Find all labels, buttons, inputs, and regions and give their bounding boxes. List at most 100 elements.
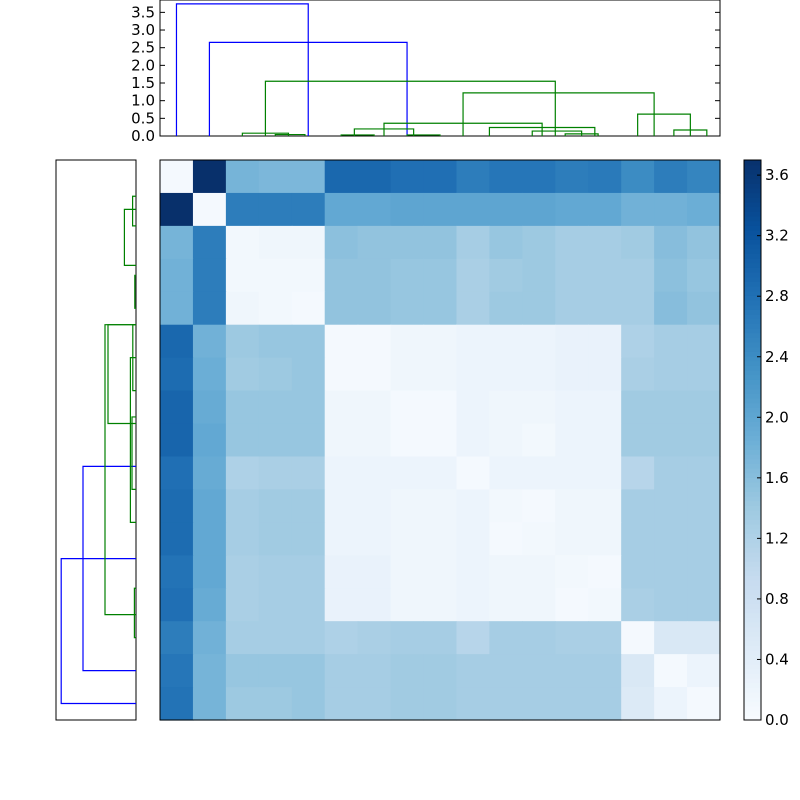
heatmap-cell-8-15 [654, 423, 688, 458]
heatmap-cell-5-1 [192, 324, 227, 359]
colorbar-step [744, 659, 761, 665]
heatmap-cell-16-13 [588, 687, 622, 721]
colorbar-step [744, 468, 761, 474]
colorbar-step [744, 500, 761, 506]
heatmap-cell-1-10 [489, 192, 523, 227]
heatmap-cell-15-4 [291, 654, 326, 688]
heatmap-cell-9-14 [621, 456, 655, 491]
heatmap-cell-3-0 [160, 258, 194, 293]
heatmap-cell-3-3 [258, 258, 293, 293]
heatmap-cell-14-6 [357, 621, 392, 655]
heatmap-cell-11-13 [588, 522, 622, 556]
top-dendrogram-ytick-label: 1.0 [131, 92, 155, 110]
colorbar-step [744, 356, 761, 362]
heatmap-cell-10-4 [291, 489, 326, 523]
colorbar-step [744, 262, 761, 268]
colorbar-step [744, 360, 761, 366]
heatmap-cell-3-9 [456, 258, 491, 293]
heatmap-cell-4-15 [654, 291, 688, 326]
heatmap-cell-1-6 [357, 192, 392, 227]
heatmap-cell-11-6 [357, 522, 392, 556]
heatmap-cell-16-4 [291, 687, 326, 721]
heatmap-cell-1-12 [555, 192, 589, 227]
heatmap-cell-2-12 [555, 225, 589, 260]
heatmap-cell-0-14 [621, 160, 655, 194]
heatmap-cell-12-8 [423, 555, 458, 589]
heatmap-cell-15-9 [456, 654, 491, 688]
heatmap-cell-10-9 [456, 489, 491, 523]
colorbar-step [744, 570, 761, 576]
heatmap-cell-10-0 [160, 489, 194, 523]
heatmap-cell-7-8 [423, 390, 458, 425]
heatmap-cell-7-5 [324, 390, 359, 425]
heatmap-cell-8-12 [555, 423, 589, 458]
colorbar-step [744, 342, 761, 348]
heatmap-cell-2-8 [423, 225, 458, 260]
heatmap-cell-16-0 [160, 687, 194, 721]
heatmap [159, 159, 721, 721]
heatmap-cell-8-8 [423, 423, 458, 458]
colorbar-step [744, 370, 761, 376]
top-dendrogram-ytick-label: 3.0 [131, 21, 155, 39]
colorbar-step [744, 608, 761, 614]
colorbar-step [744, 267, 761, 273]
colorbar-step [744, 188, 761, 194]
heatmap-cell-8-9 [456, 423, 491, 458]
heatmap-cell-2-4 [291, 225, 326, 260]
heatmap-cell-8-3 [258, 423, 293, 458]
heatmap-cell-1-14 [621, 192, 655, 227]
colorbar-step [744, 290, 761, 296]
heatmap-cell-10-3 [258, 489, 293, 523]
heatmap-cell-16-12 [555, 687, 589, 721]
heatmap-cell-12-5 [324, 555, 359, 589]
heatmap-cell-5-16 [687, 324, 721, 359]
heatmap-cell-0-16 [687, 160, 721, 194]
heatmap-cell-8-2 [225, 423, 260, 458]
colorbar-step [744, 435, 761, 441]
colorbar-step [744, 482, 761, 488]
colorbar-step [744, 650, 761, 656]
heatmap-cell-16-6 [357, 687, 392, 721]
top-dendrogram-link-5 [673, 129, 708, 136]
heatmap-cell-14-12 [555, 621, 589, 655]
heatmap-cell-12-13 [588, 555, 622, 589]
colorbar-step [744, 654, 761, 660]
colorbar-step [744, 388, 761, 394]
heatmap-cell-4-9 [456, 291, 491, 326]
heatmap-cell-9-13 [588, 456, 622, 491]
heatmap-cell-13-0 [160, 588, 194, 622]
heatmap-cell-0-3 [258, 160, 293, 194]
heatmap-cell-11-12 [555, 522, 589, 556]
heatmap-cell-1-15 [654, 192, 688, 227]
heatmap-cell-0-9 [456, 160, 491, 194]
heatmap-cell-0-11 [522, 160, 556, 194]
heatmap-cell-1-7 [390, 192, 425, 227]
colorbar-step [744, 687, 761, 693]
heatmap-cell-0-1 [192, 160, 227, 194]
heatmap-cell-8-6 [357, 423, 392, 458]
heatmap-cell-6-3 [258, 357, 293, 392]
heatmap-cell-2-5 [324, 225, 359, 260]
colorbar-step [744, 524, 761, 530]
heatmap-cell-3-16 [687, 258, 721, 293]
heatmap-cell-0-2 [225, 160, 260, 194]
colorbar-step [744, 323, 761, 329]
heatmap-cell-4-7 [390, 291, 425, 326]
heatmap-cell-5-10 [489, 324, 523, 359]
heatmap-cell-3-7 [390, 258, 425, 293]
heatmap-cell-15-10 [489, 654, 523, 688]
heatmap-cell-9-7 [390, 456, 425, 491]
heatmap-cell-12-0 [160, 555, 194, 589]
heatmap-cell-7-10 [489, 390, 523, 425]
top-dendrogram-link-13 [340, 134, 375, 136]
heatmap-cell-13-1 [192, 588, 227, 622]
heatmap-cell-3-5 [324, 258, 359, 293]
heatmap-cell-5-13 [588, 324, 622, 359]
colorbar-step [744, 206, 761, 212]
heatmap-cell-5-11 [522, 324, 556, 359]
colorbar-step [744, 668, 761, 674]
heatmap-cell-4-14 [621, 291, 655, 326]
colorbar-step [744, 706, 761, 712]
heatmap-cell-9-3 [258, 456, 293, 491]
colorbar-step [744, 244, 761, 250]
